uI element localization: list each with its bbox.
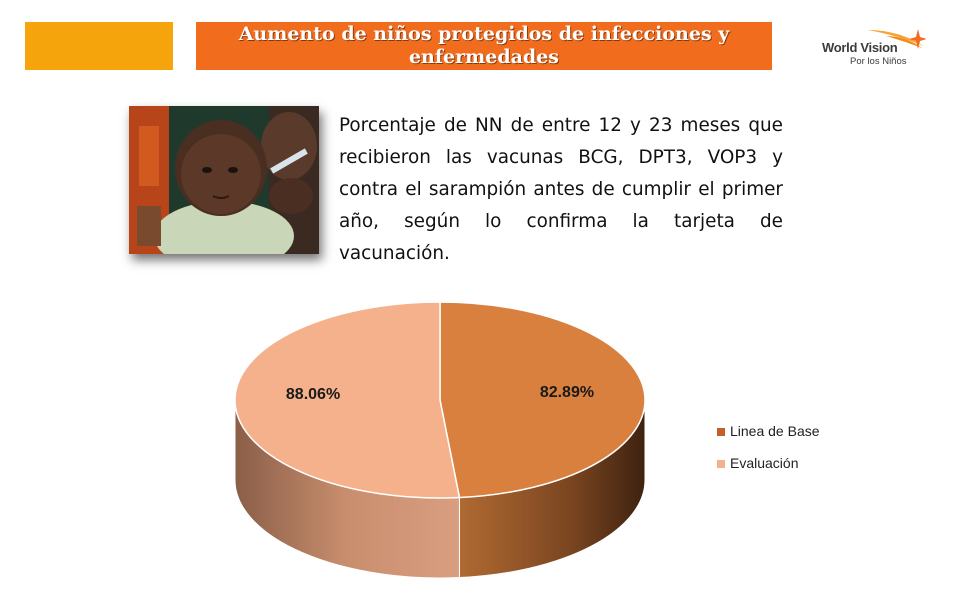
pie-slice-1: [234, 301, 461, 499]
legend-label-1: Evaluación: [730, 455, 799, 471]
pie-slice-0: [439, 301, 646, 499]
baby-vaccination-photo: [129, 106, 319, 254]
data-label-1: 88.06%: [286, 386, 340, 403]
logo-name: World Vision: [822, 40, 898, 55]
legend-label-0: Linea de Base: [730, 423, 820, 439]
pie-chart: 82.89% 88.06% Linea de Base Evaluación: [234, 301, 820, 579]
legend-swatch-1: [717, 460, 725, 468]
title-bar: Aumento de niños protegidos de infeccion…: [196, 22, 772, 70]
pie-slices: [234, 301, 646, 579]
logo-tagline: Por los Niños: [850, 56, 907, 67]
data-labels: 82.89% 88.06%: [286, 384, 594, 403]
star-sparkle-icon: [868, 29, 926, 49]
legend-swatch-0: [717, 428, 725, 436]
chart-legend: Linea de Base Evaluación: [717, 423, 820, 471]
description-text: Porcentaje de NN de entre 12 y 23 meses …: [339, 115, 783, 264]
page-title: Aumento de niños protegidos de infeccion…: [238, 23, 730, 68]
data-label-0: 82.89%: [540, 384, 594, 401]
accent-box: [25, 22, 173, 70]
world-vision-logo: World Vision Por los Niños: [822, 26, 950, 70]
